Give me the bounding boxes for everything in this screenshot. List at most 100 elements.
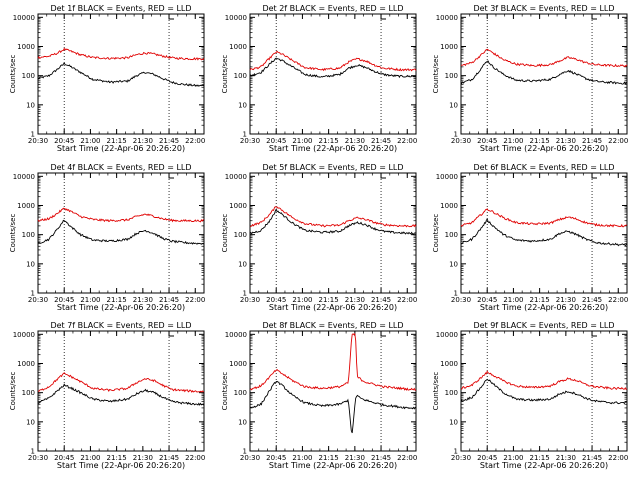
plot-frame <box>460 172 628 294</box>
events-series-line <box>460 60 628 85</box>
plot-frame <box>249 330 417 452</box>
x-tick-label: 21:00 <box>292 454 312 462</box>
x-tick-label: 21:30 <box>556 296 576 304</box>
y-tick-label: 1 <box>31 290 35 298</box>
y-tick-label: 1 <box>31 131 35 139</box>
x-tick-label: 20:45 <box>266 137 286 145</box>
events-series-line <box>37 383 205 406</box>
x-axis-label: Start Time (22-Apr-06 20:26:20) <box>269 461 397 470</box>
events-series-line <box>249 208 417 236</box>
events-series-line <box>249 57 417 79</box>
legend-marker-icon <box>591 15 597 20</box>
x-tick-label: 20:30 <box>240 137 260 145</box>
panel-6: Det 6f BLACK = Events, RED = LLD 1 10 100 10… <box>432 163 628 312</box>
x-tick-label: 20:30 <box>451 296 471 304</box>
panel-title: Det 7f BLACK = Events, RED = LLD <box>50 321 191 330</box>
x-tick-label: 22:00 <box>397 296 417 304</box>
panel-5: Det 5f BLACK = Events, RED = LLD 1 10 100 10… <box>221 163 417 312</box>
x-tick-label: 20:45 <box>54 137 74 145</box>
x-tick-label: 21:00 <box>80 454 100 462</box>
x-tick-label: 20:45 <box>266 296 286 304</box>
legend-marker-icon <box>168 15 174 20</box>
y-tick-label: 10000 <box>13 331 35 339</box>
y-tick-label: 1000 <box>440 360 458 368</box>
y-tick-label: 1 <box>243 448 247 456</box>
panel-title: Det 5f BLACK = Events, RED = LLD <box>262 163 403 172</box>
legend-marker-icon <box>380 174 386 179</box>
y-tick-label: 100 <box>22 231 35 239</box>
legend-marker-icon <box>380 332 386 337</box>
x-tick-label: 21:30 <box>133 454 153 462</box>
y-tick-label: 10 <box>238 260 247 268</box>
panel-title: Det 2f BLACK = Events, RED = LLD <box>262 4 403 13</box>
panel-1: Det 1f BLACK = Events, RED = LLD 1 10 100 10… <box>9 4 205 153</box>
x-tick-label: 21:00 <box>292 296 312 304</box>
events-series-line <box>249 380 417 434</box>
y-tick-label: 100 <box>445 389 458 397</box>
legend-marker-icon <box>591 332 597 337</box>
x-tick-label: 20:30 <box>28 137 48 145</box>
events-series-line <box>460 217 628 247</box>
y-tick-label: 10000 <box>13 14 35 22</box>
x-tick-label: 20:30 <box>451 454 471 462</box>
y-tick-label: 1 <box>243 290 247 298</box>
x-tick-label: 21:45 <box>159 296 179 304</box>
x-tick-label: 21:00 <box>503 454 523 462</box>
plot-frame <box>37 172 205 294</box>
x-tick-label: 22:00 <box>397 137 417 145</box>
x-tick-label: 20:45 <box>54 454 74 462</box>
y-tick-label: 10 <box>449 418 458 426</box>
y-axis-label: Counts/sec <box>432 214 440 253</box>
x-tick-label: 21:15 <box>319 454 339 462</box>
y-tick-label: 10 <box>449 260 458 268</box>
x-tick-label: 20:30 <box>240 454 260 462</box>
y-tick-label: 100 <box>234 231 247 239</box>
panel-3: Det 3f BLACK = Events, RED = LLD 1 10 100 10… <box>432 4 628 153</box>
x-tick-label: 21:15 <box>107 137 127 145</box>
lld-series-line <box>249 332 417 391</box>
y-tick-label: 1000 <box>440 43 458 51</box>
panel-8: Det 8f BLACK = Events, RED = LLD 1 10 100 10… <box>221 321 417 470</box>
x-tick-label: 22:00 <box>185 454 205 462</box>
x-tick-label: 21:30 <box>133 137 153 145</box>
x-tick-label: 20:45 <box>477 137 497 145</box>
x-tick-label: 22:00 <box>185 137 205 145</box>
y-tick-label: 1000 <box>440 202 458 210</box>
plot-frame <box>460 13 628 135</box>
x-tick-label: 21:45 <box>371 454 391 462</box>
y-tick-label: 1 <box>454 448 458 456</box>
x-tick-label: 22:00 <box>608 454 628 462</box>
x-tick-label: 20:45 <box>266 454 286 462</box>
y-tick-label: 10000 <box>225 14 247 22</box>
x-tick-label: 22:00 <box>185 296 205 304</box>
x-tick-label: 21:15 <box>107 296 127 304</box>
x-tick-label: 21:00 <box>80 137 100 145</box>
lld-series-line <box>460 208 628 228</box>
x-tick-label: 20:45 <box>54 296 74 304</box>
x-tick-label: 20:45 <box>477 296 497 304</box>
x-tick-label: 21:30 <box>345 137 365 145</box>
events-series-line <box>460 378 628 405</box>
y-tick-label: 100 <box>22 389 35 397</box>
y-tick-label: 1 <box>454 290 458 298</box>
x-tick-label: 22:00 <box>608 296 628 304</box>
panel-title: Det 3f BLACK = Events, RED = LLD <box>473 4 614 13</box>
y-tick-label: 1000 <box>17 360 35 368</box>
lld-series-line <box>461 370 628 391</box>
y-tick-label: 10 <box>238 101 247 109</box>
y-axis-label: Counts/sec <box>221 55 229 94</box>
panel-title: Det 9f BLACK = Events, RED = LLD <box>473 321 614 330</box>
y-tick-label: 1000 <box>229 202 247 210</box>
x-tick-label: 21:15 <box>319 137 339 145</box>
lld-series-line <box>249 206 417 228</box>
plot-frame <box>249 13 417 135</box>
y-tick-label: 10 <box>26 418 35 426</box>
y-tick-label: 100 <box>22 72 35 80</box>
y-tick-label: 1000 <box>17 202 35 210</box>
x-tick-label: 21:30 <box>133 296 153 304</box>
x-tick-label: 21:30 <box>556 454 576 462</box>
y-axis-label: Counts/sec <box>9 55 17 94</box>
x-tick-label: 20:30 <box>240 296 260 304</box>
panel-4: Det 4f BLACK = Events, RED = LLD 1 10 100 10… <box>9 163 205 312</box>
y-tick-label: 10000 <box>225 331 247 339</box>
